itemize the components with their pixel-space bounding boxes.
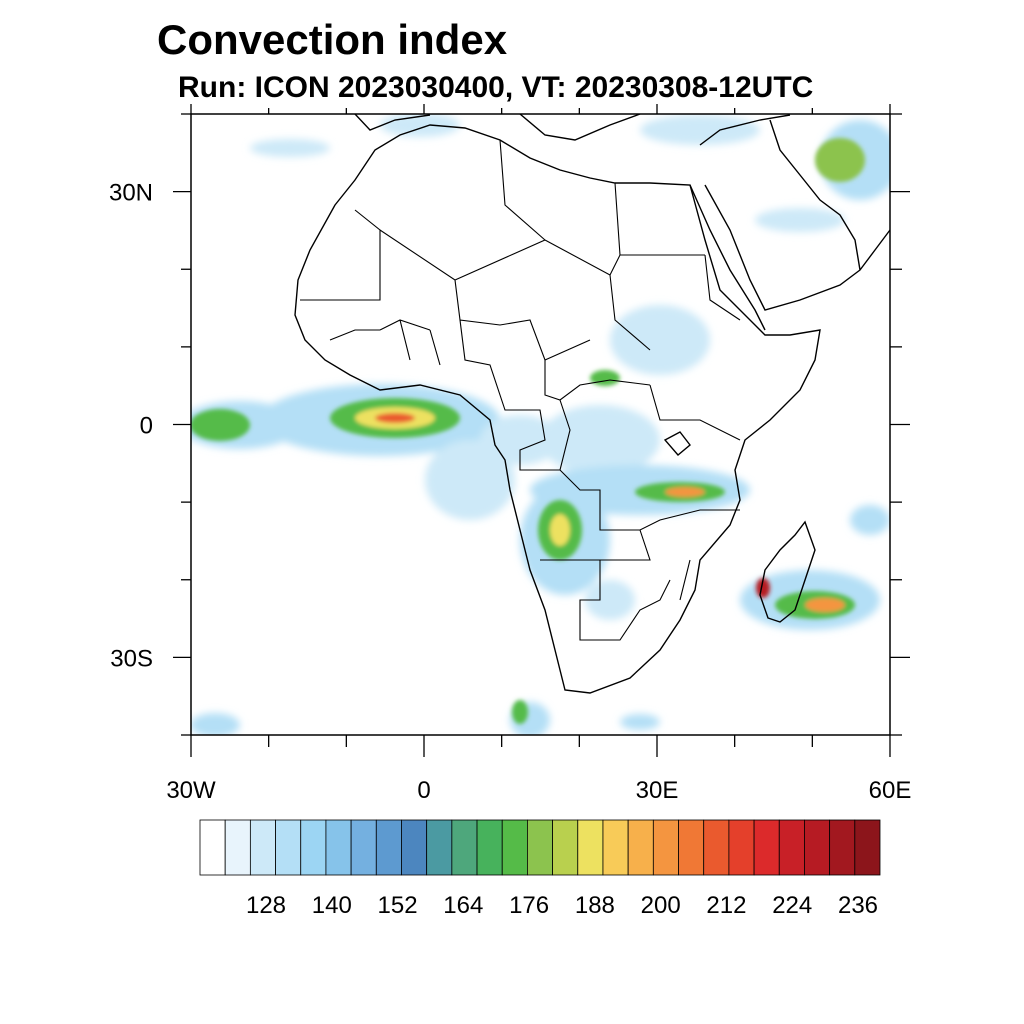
x-tick-label: 30E bbox=[636, 777, 679, 804]
convection-light-areas bbox=[191, 114, 890, 735]
colorbar-swatch bbox=[199, 819, 226, 876]
colorbar-label: 188 bbox=[575, 892, 615, 919]
madagascar-coastline bbox=[759, 520, 816, 623]
colorbar-label: 212 bbox=[706, 892, 746, 919]
x-tick-label: 60E bbox=[869, 777, 912, 804]
colorbar-swatch bbox=[804, 819, 831, 876]
colorbar-swatch bbox=[778, 819, 805, 876]
colorbar-swatch bbox=[627, 819, 654, 876]
colorbar-label: 176 bbox=[509, 892, 549, 919]
colorbar-label: 224 bbox=[772, 892, 812, 919]
colorbar-swatch bbox=[275, 819, 302, 876]
colorbar-swatch bbox=[728, 819, 755, 876]
colorbar-swatch bbox=[451, 819, 478, 876]
convection-core-areas bbox=[191, 138, 865, 724]
colorbar-swatch bbox=[224, 819, 251, 876]
colorbar-label: 128 bbox=[246, 892, 286, 919]
x-tick-label: 0 bbox=[417, 777, 430, 804]
colorbar-swatch bbox=[249, 819, 276, 876]
colorbar-swatch bbox=[652, 819, 679, 876]
colorbar-swatch bbox=[577, 819, 604, 876]
arabia-coastline bbox=[704, 119, 890, 311]
colorbar-swatch bbox=[325, 819, 352, 876]
y-tick-label: 30S bbox=[110, 645, 153, 672]
colorbar-swatch bbox=[300, 819, 327, 876]
colorbar-label: 152 bbox=[378, 892, 418, 919]
map-outlines bbox=[294, 114, 890, 694]
mediterranean-europe-coast bbox=[354, 114, 791, 146]
colorbar-swatch bbox=[753, 819, 780, 876]
colorbar-swatch bbox=[829, 819, 856, 876]
colorbar-swatch bbox=[501, 819, 528, 876]
chart-subtitle: Run: ICON 2023030400, VT: 20230308-12UTC bbox=[178, 71, 814, 104]
colorbar-swatch bbox=[350, 819, 377, 876]
y-tick-label: 0 bbox=[140, 413, 153, 440]
map-axes: 30W 0 30E 60E 30N 0 30S bbox=[109, 104, 911, 804]
colorbar-swatch bbox=[602, 819, 629, 876]
chart-title: Convection index bbox=[157, 16, 508, 63]
colorbar-label: 164 bbox=[443, 892, 483, 919]
colorbar-swatch bbox=[552, 819, 579, 876]
colorbar-swatch bbox=[426, 819, 453, 876]
x-tick-label: 30W bbox=[166, 777, 216, 804]
colorbar-swatch bbox=[375, 819, 402, 876]
lake-victoria bbox=[663, 431, 691, 456]
colorbar-swatch bbox=[401, 819, 428, 876]
colorbar-label: 236 bbox=[838, 892, 878, 919]
country-borders bbox=[300, 139, 741, 641]
y-tick-label: 30N bbox=[109, 180, 153, 207]
colorbar-swatch bbox=[678, 819, 705, 876]
colorbar-swatch bbox=[527, 819, 553, 876]
colorbar-label: 200 bbox=[641, 892, 681, 919]
colorbar: 128 140 152 164 176 188 200 212 224 236 bbox=[199, 819, 881, 919]
colorbar-swatch bbox=[703, 819, 730, 876]
africa-coastline bbox=[294, 124, 821, 694]
colorbar-label: 140 bbox=[312, 892, 352, 919]
red-sea-coast bbox=[689, 184, 766, 331]
convection-field bbox=[191, 114, 890, 735]
colorbar-swatch bbox=[476, 819, 503, 876]
colorbar-swatch bbox=[854, 819, 881, 876]
